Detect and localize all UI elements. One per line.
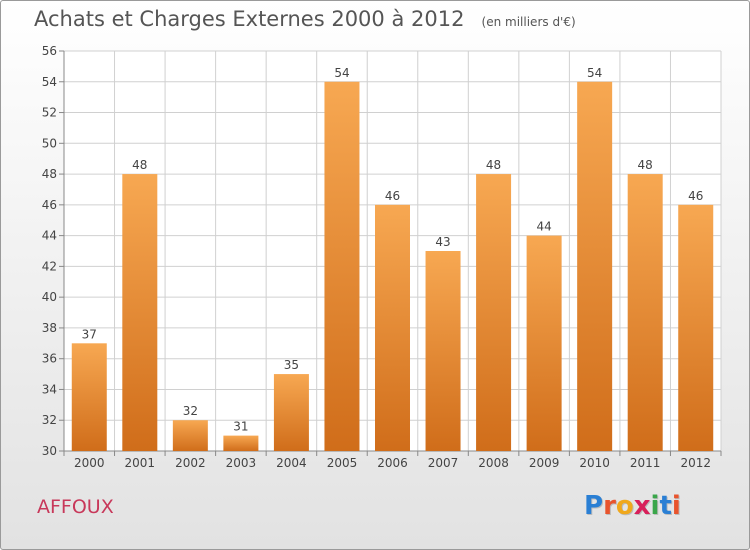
data-label: 46 [688,189,703,203]
data-label: 54 [334,66,349,80]
logo-letter: x [633,491,651,521]
y-tick-label: 30 [42,444,57,458]
commune-name: AFFOUX [37,496,114,518]
data-label: 31 [233,420,248,434]
y-tick-label: 36 [42,352,57,366]
x-tick-label: 2006 [377,456,408,470]
y-tick-label: 52 [42,106,57,120]
y-tick-label: 34 [42,382,57,396]
logo-letter: t [659,491,672,521]
data-label: 32 [183,404,198,418]
y-tick-label: 40 [42,290,57,304]
data-label: 48 [486,158,501,172]
y-tick-label: 38 [42,321,57,335]
data-label: 48 [132,158,147,172]
bar-2000 [71,343,107,451]
bar-2012 [678,204,714,451]
bar-2004 [273,374,309,451]
x-tick-label: 2011 [630,456,661,470]
bar-2006 [375,204,410,451]
x-tick-label: 2008 [478,456,509,470]
logo-letter: i [671,491,681,521]
bar-2003 [223,435,259,451]
x-tick-label: 2000 [74,456,105,470]
x-tick-label: 2001 [125,456,156,470]
data-label: 48 [638,158,653,172]
data-label: 44 [536,220,551,234]
y-tick-label: 56 [42,44,57,58]
logo-letter: i [650,491,660,521]
x-tick-label: 2012 [680,456,711,470]
data-label: 35 [284,358,299,372]
bar-2011 [627,174,663,452]
y-tick-label: 42 [42,259,57,273]
y-tick-label: 50 [42,136,57,150]
logo-letter: P [584,491,604,521]
bar-2010 [577,81,613,452]
x-tick-label: 2005 [327,456,358,470]
proxiti-logo: Proxiti [584,491,681,521]
x-tick-label: 2002 [175,456,206,470]
logo-letter: r [603,491,616,521]
data-label: 46 [385,189,400,203]
x-tick-label: 2003 [226,456,257,470]
title-row: Achats et Charges Externes 2000 à 2012 (… [34,7,576,31]
y-tick-label: 48 [42,167,57,181]
bar-2002 [172,420,208,451]
labels: 30 32 34 36 38 40 42 44 46 48 50 52 54 56 37 2000 48 2001… [42,44,711,470]
y-tick-label: 54 [42,75,57,89]
bar-2005 [324,81,360,452]
data-label: 54 [587,66,602,80]
data-label: 37 [82,327,97,341]
chart-subtitle: (en milliers d'€) [481,15,576,29]
x-tick-label: 2007 [428,456,459,470]
y-tick-label: 32 [42,413,57,427]
x-tick-label: 2004 [276,456,307,470]
bar-chart: 30 32 34 36 38 40 42 44 46 48 50 52 54 56 37 2000 48 2001… [42,44,722,470]
x-tick-label: 2009 [529,456,560,470]
logo-letter: o [615,491,634,521]
y-tick-label: 46 [42,198,57,212]
y-tick-label: 44 [42,229,57,243]
bars [71,81,714,452]
bar-2008 [476,174,512,452]
bar-2007 [425,251,461,451]
bar-2009 [526,235,562,451]
x-tick-label: 2010 [579,456,610,470]
bar-2001 [122,174,158,452]
chart-title: Achats et Charges Externes 2000 à 2012 [34,7,465,31]
data-label: 43 [435,235,450,249]
